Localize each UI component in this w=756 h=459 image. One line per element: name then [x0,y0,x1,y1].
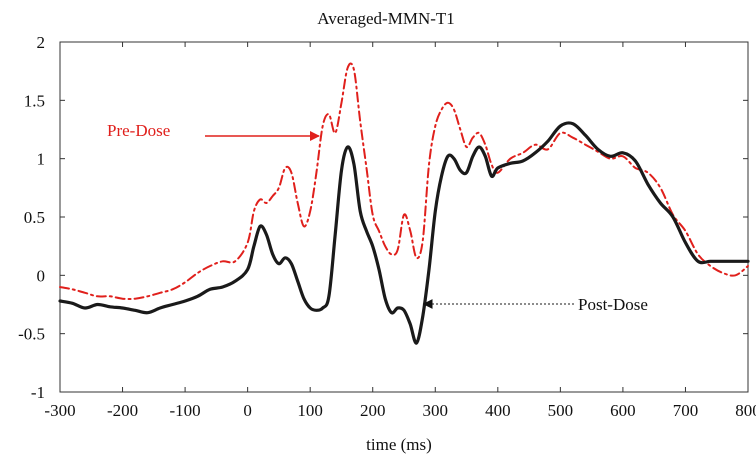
x-tick-label: -100 [170,401,201,420]
x-tick-label: 0 [243,401,252,420]
x-tick-label: 600 [610,401,636,420]
y-tick-label: -0.5 [18,325,45,344]
series-line-post-dose [58,121,750,345]
pre-dose-label: Pre-Dose [107,121,170,140]
x-axis-label: time (ms) [366,435,432,454]
x-tick-label: 400 [485,401,511,420]
series-line-pre-dose [59,62,749,300]
x-tick-label: 200 [360,401,386,420]
x-tick-label: -200 [107,401,138,420]
x-tick-label: 100 [297,401,323,420]
x-tick-label: 700 [673,401,699,420]
y-tick-label: 0 [37,266,46,285]
y-tick-label: 2 [37,33,46,52]
x-tick-label: 800 [735,401,756,420]
x-tick-label: 500 [548,401,574,420]
x-tick-label: -300 [44,401,75,420]
chart-title: Averaged-MMN-T1 [317,9,455,28]
y-tick-label: 0.5 [24,208,45,227]
post-dose-label: Post-Dose [578,295,648,314]
y-tick-label: 1 [37,150,46,169]
y-tick-label: -1 [31,383,45,402]
y-tick-label: 1.5 [24,91,45,110]
x-tick-label: 300 [423,401,449,420]
